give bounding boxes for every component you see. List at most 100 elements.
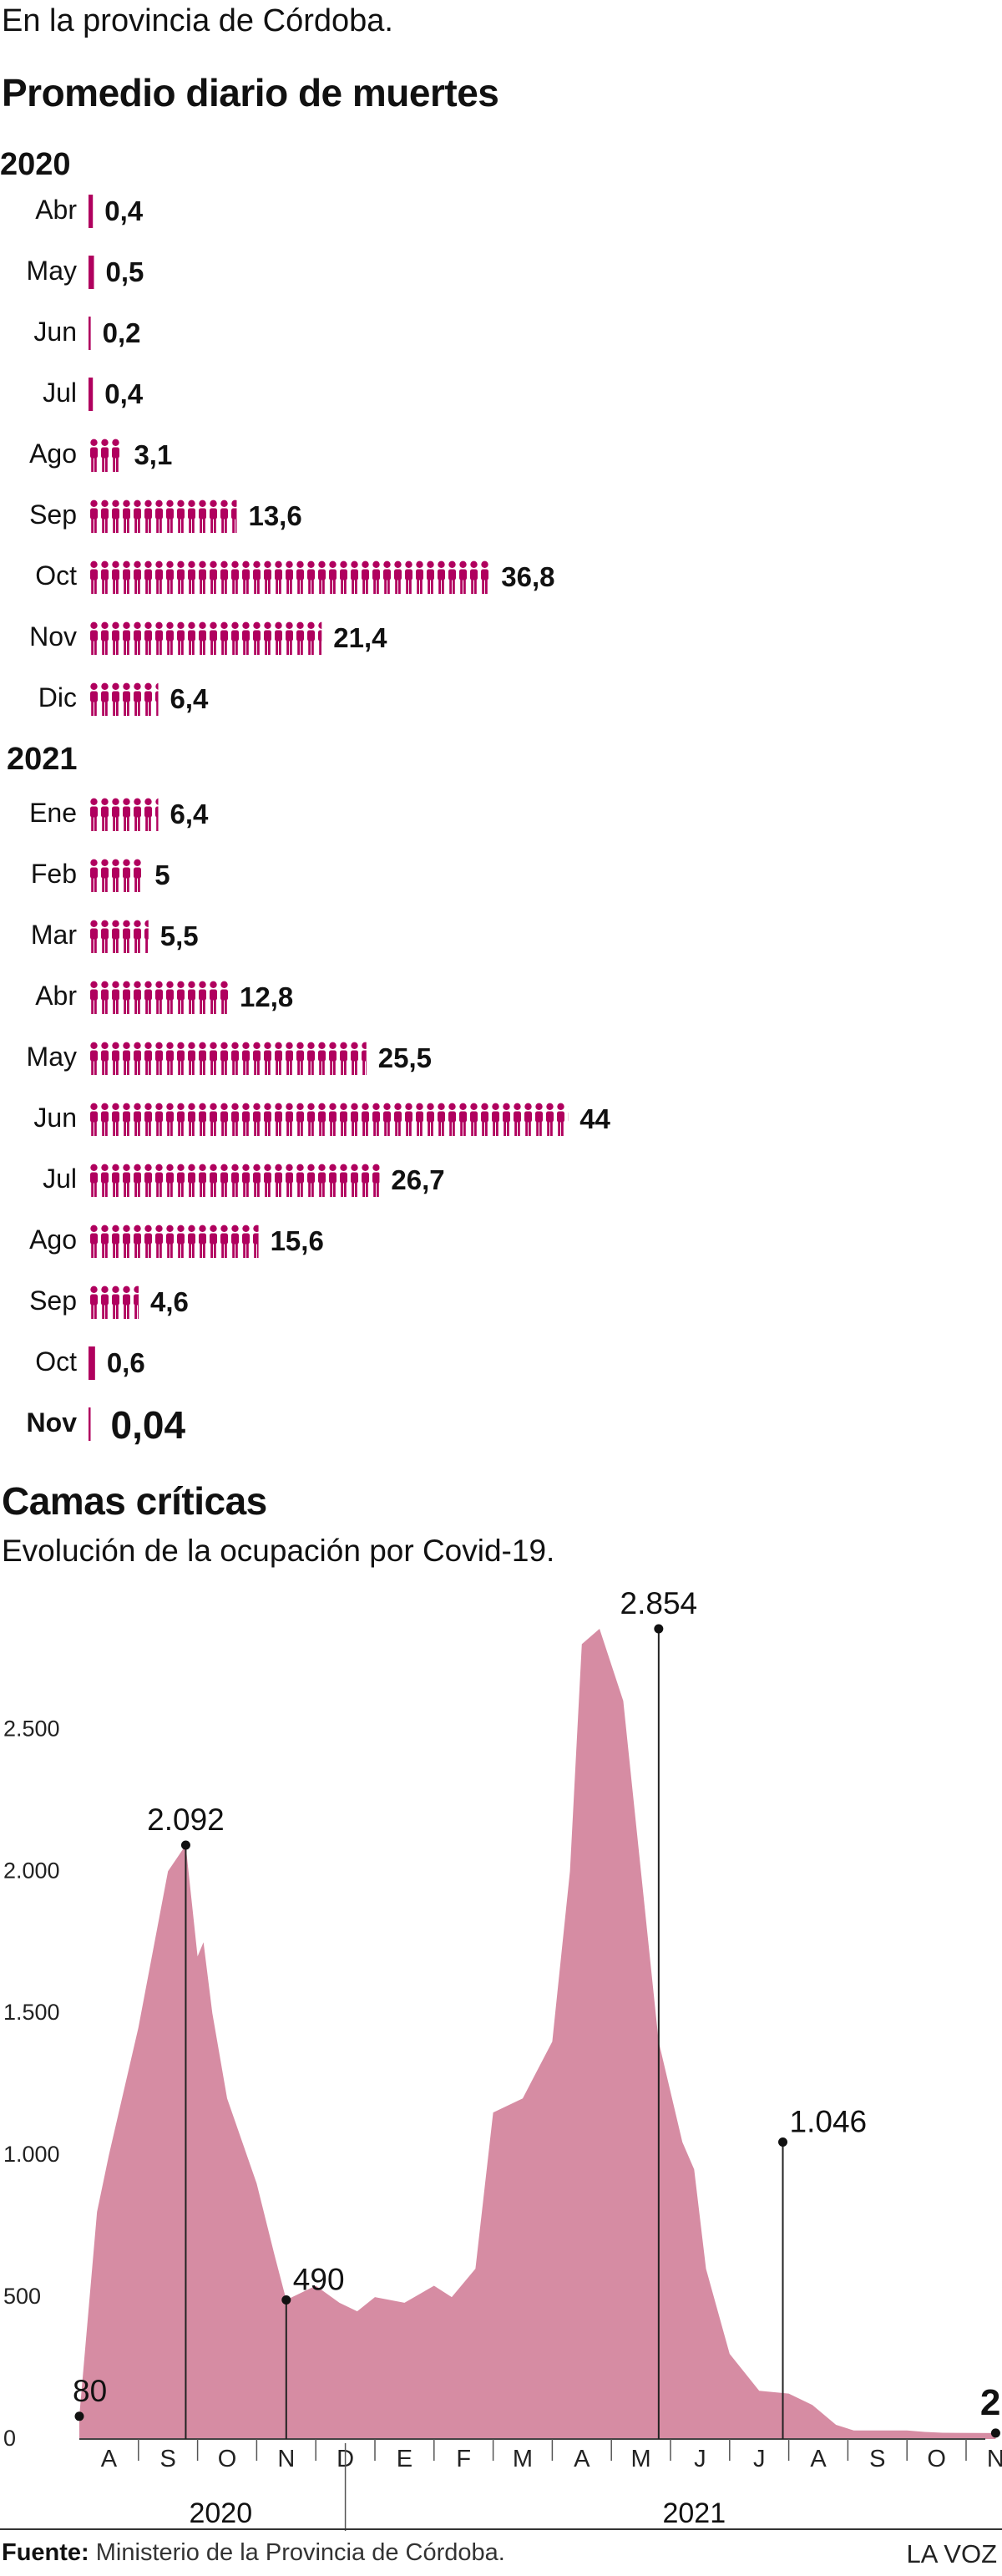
y-tick-label: 2.000 [3,1858,60,1883]
value-label: 12,8 [240,981,294,1012]
value-label: 0,04 [110,1403,186,1447]
month-label: Jun [33,1103,77,1133]
bar [89,195,94,228]
value-label: 3,1 [134,439,173,470]
annotation-label: 1.046 [790,2104,868,2138]
month-label: Jun [33,317,77,347]
person-icon [89,560,490,594]
area-chart-subtitle: Evolución de la ocupación por Covid-19. [2,1534,555,1568]
month-label: J [694,2446,706,2472]
y-tick-label: 500 [3,2284,41,2309]
month-label: May [26,1042,77,1072]
source-note: Fuente: Ministerio de la Provincia de Có… [2,2539,505,2566]
value-label: 0,5 [105,256,144,287]
annotation-dot [778,2137,788,2147]
person-icon [89,195,94,228]
bar [89,859,144,892]
month-label: A [101,2446,118,2472]
month-label: Nov [29,621,77,652]
value-label: 15,6 [270,1225,324,1256]
bar [89,1164,380,1197]
y-tick-label: 1.500 [3,2000,60,2025]
value-label: 36,8 [501,561,555,592]
person-icon [89,798,159,831]
bar [89,1225,259,1258]
year-label-2021: 2021 [662,2497,726,2529]
person-icon [89,1346,95,1380]
annotation-dot [74,2411,84,2421]
person-icon [89,1407,91,1441]
person-icon [89,1164,380,1197]
person-icon [89,621,322,655]
person-icon [89,499,237,533]
brand-logo: LA VOZ [906,2539,997,2568]
person-icon [89,1285,139,1319]
bar [89,1042,367,1075]
annotation-dot [281,2295,291,2305]
month-label: O [927,2446,946,2472]
year-label-2020: 2020 [189,2497,252,2529]
month-label: Dic [38,682,77,712]
person-icon [89,859,144,892]
value-label: 13,6 [248,500,302,531]
month-label: Feb [30,859,77,889]
y-tick-label: 2.500 [3,1716,60,1741]
month-label: Jul [43,378,77,408]
bar [89,981,229,1014]
month-label: Oct [35,1346,77,1377]
month-label: E [397,2446,412,2472]
bar [89,621,322,655]
annotation-label: 80 [73,2374,107,2408]
value-label: 0,4 [104,195,144,226]
month-label: Abr [35,981,77,1011]
value-label: 26,7 [391,1164,445,1195]
month-label: A [810,2446,827,2472]
month-label: M [631,2446,651,2472]
value-label: 0,4 [104,378,144,409]
month-label: Oct [35,560,77,591]
y-tick-label: 0 [3,2426,16,2451]
year-label-2021: 2021 [7,742,78,777]
value-label: 4,6 [150,1286,189,1317]
person-icon [89,682,159,716]
month-label: May [26,256,77,286]
value-label: 21,4 [333,622,387,653]
bar [89,560,490,594]
person-icon [89,317,91,350]
annotation-dot [180,1840,190,1850]
bars-chart-title: Promedio diario de muertes [2,71,499,114]
value-label: 25,5 [377,1042,432,1073]
month-label: Ago [29,1225,77,1255]
bar [89,798,159,831]
month-label: Sep [29,1285,77,1316]
value-label: 6,4 [170,799,209,829]
bar [89,1103,569,1136]
value-label: 0,2 [102,317,141,348]
month-label: O [218,2446,237,2472]
month-label: Ene [29,798,77,828]
person-icon [89,1225,259,1258]
bar [89,920,149,953]
month-label: Ago [29,439,77,469]
annotation-dot [990,2428,1000,2438]
annotation-label: 21 [980,2382,1002,2423]
annotation-label: 2.854 [620,1586,698,1620]
area-chart-title: Camas críticas [2,1479,267,1523]
year-label-2020: 2020 [0,147,71,182]
bar [89,499,237,533]
month-label: S [869,2446,885,2472]
person-icon [89,1103,569,1136]
value-label: 5 [154,860,170,890]
bar [89,378,94,411]
value-label: 5,5 [159,920,199,951]
bar [89,1407,91,1441]
person-icon [89,439,123,472]
y-tick-label: 1.000 [3,2142,60,2167]
month-label: A [574,2446,590,2472]
value-label: 0,6 [106,1347,145,1378]
bar [89,439,123,472]
bar [89,256,94,289]
month-label: F [456,2446,471,2472]
month-label: Mar [30,920,77,950]
bar [89,1285,139,1319]
